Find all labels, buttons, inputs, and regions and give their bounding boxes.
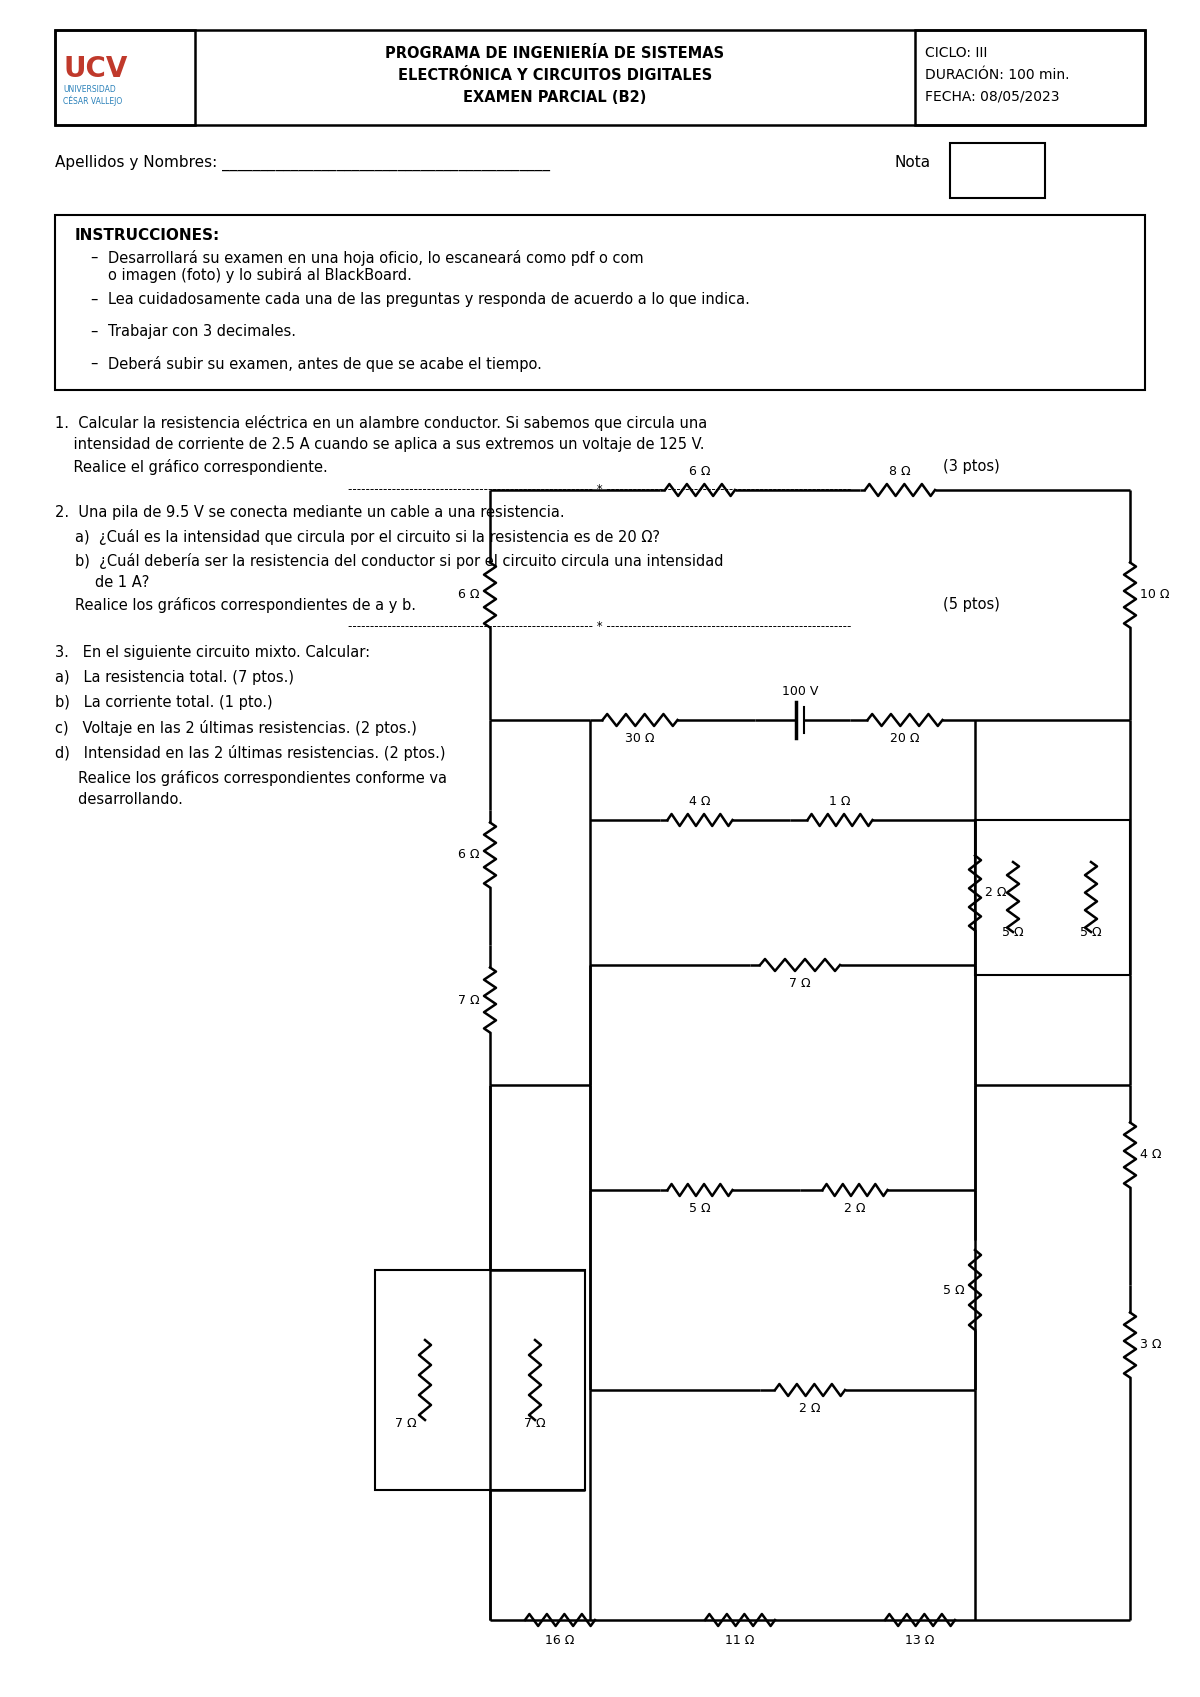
Text: 7 Ω: 7 Ω <box>458 993 480 1006</box>
Text: 10 Ω: 10 Ω <box>1140 589 1170 601</box>
Text: intensidad de corriente de 2.5 A cuando se aplica a sus extremos un voltaje de 1: intensidad de corriente de 2.5 A cuando … <box>55 438 704 451</box>
Text: 2 Ω: 2 Ω <box>799 1402 821 1415</box>
Text: 3.   En el siguiente circuito mixto. Calcular:: 3. En el siguiente circuito mixto. Calcu… <box>55 645 370 660</box>
Text: 5 Ω: 5 Ω <box>943 1283 965 1297</box>
Text: FECHA: 08/05/2023: FECHA: 08/05/2023 <box>925 90 1060 104</box>
Text: -------------------------------------------------------- * ---------------------: ----------------------------------------… <box>348 619 852 633</box>
Text: 3 Ω: 3 Ω <box>1140 1339 1162 1351</box>
Text: Desarrollará su examen en una hoja oficio, lo escaneará como pdf o com: Desarrollará su examen en una hoja ofici… <box>108 249 643 266</box>
Text: d)   Intensidad en las 2 últimas resistencias. (2 ptos.): d) Intensidad en las 2 últimas resistenc… <box>55 745 445 760</box>
Text: de 1 A?: de 1 A? <box>95 575 149 591</box>
Text: 5 Ω: 5 Ω <box>689 1201 710 1215</box>
Bar <box>950 143 1045 199</box>
Text: –: – <box>90 324 97 339</box>
Text: a)   La resistencia total. (7 ptos.): a) La resistencia total. (7 ptos.) <box>55 670 294 686</box>
Text: Realice los gráficos correspondientes conforme va: Realice los gráficos correspondientes co… <box>55 770 446 786</box>
Text: b)   La corriente total. (1 pto.): b) La corriente total. (1 pto.) <box>55 696 272 709</box>
Text: 30 Ω: 30 Ω <box>625 731 655 745</box>
Text: 100 V: 100 V <box>782 686 818 697</box>
Text: Trabajar con 3 decimales.: Trabajar con 3 decimales. <box>108 324 296 339</box>
Text: Apellidos y Nombres: ___________________________________________: Apellidos y Nombres: ___________________… <box>55 154 550 171</box>
Text: 6 Ω: 6 Ω <box>458 589 480 601</box>
Text: b)  ¿Cuál debería ser la resistencia del conductor si por el circuito circula un: b) ¿Cuál debería ser la resistencia del … <box>74 553 724 568</box>
Bar <box>55 31 1145 126</box>
Text: 7 Ω: 7 Ω <box>395 1417 418 1431</box>
Text: UCV: UCV <box>64 54 127 83</box>
Bar <box>55 31 194 126</box>
Text: 2.  Una pila de 9.5 V se conecta mediante un cable a una resistencia.: 2. Una pila de 9.5 V se conecta mediante… <box>55 506 565 519</box>
Text: desarrollando.: desarrollando. <box>55 792 182 808</box>
Text: CICLO: III: CICLO: III <box>925 46 988 59</box>
Text: Realice los gráficos correspondientes de a y b.: Realice los gráficos correspondientes de… <box>74 597 416 613</box>
Text: Nota: Nota <box>895 154 931 170</box>
Bar <box>55 216 1145 390</box>
Text: PROGRAMA DE INGENIERÍA DE SISTEMAS: PROGRAMA DE INGENIERÍA DE SISTEMAS <box>385 46 725 61</box>
Text: (3 ptos): (3 ptos) <box>943 458 1000 473</box>
Text: INSTRUCCIONES:: INSTRUCCIONES: <box>74 227 221 243</box>
Text: -------------------------------------------------------- * ---------------------: ----------------------------------------… <box>348 484 852 496</box>
Text: 6 Ω: 6 Ω <box>458 848 480 862</box>
Text: –: – <box>90 356 97 372</box>
Text: a)  ¿Cuál es la intensidad que circula por el circuito si la resistencia es de 2: a) ¿Cuál es la intensidad que circula po… <box>74 529 660 545</box>
Text: Deberá subir su examen, antes de que se acabe el tiempo.: Deberá subir su examen, antes de que se … <box>108 356 542 372</box>
Text: –: – <box>90 249 97 265</box>
Text: Realice el gráfico correspondiente.: Realice el gráfico correspondiente. <box>55 458 328 475</box>
Text: 1 Ω: 1 Ω <box>829 794 851 808</box>
Text: o imagen (foto) y lo subirá al BlackBoard.: o imagen (foto) y lo subirá al BlackBoar… <box>108 266 412 283</box>
Text: 5 Ω: 5 Ω <box>1080 927 1102 938</box>
Bar <box>916 31 1145 126</box>
Text: –: – <box>90 292 97 307</box>
Text: DURACIÓN: 100 min.: DURACIÓN: 100 min. <box>925 68 1069 81</box>
Text: 2 Ω: 2 Ω <box>845 1201 865 1215</box>
Text: ELECTRÓNICA Y CIRCUITOS DIGITALES: ELECTRÓNICA Y CIRCUITOS DIGITALES <box>398 68 712 83</box>
Text: c)   Voltaje en las 2 últimas resistencias. (2 ptos.): c) Voltaje en las 2 últimas resistencias… <box>55 720 416 736</box>
Bar <box>374 1269 586 1490</box>
Text: 4 Ω: 4 Ω <box>689 794 710 808</box>
Text: 20 Ω: 20 Ω <box>890 731 919 745</box>
Text: EXAMEN PARCIAL (B2): EXAMEN PARCIAL (B2) <box>463 90 647 105</box>
Text: 11 Ω: 11 Ω <box>725 1634 755 1648</box>
Text: Lea cuidadosamente cada una de las preguntas y responda de acuerdo a lo que indi: Lea cuidadosamente cada una de las pregu… <box>108 292 750 307</box>
Text: UNIVERSIDAD
CÉSAR VALLEJO: UNIVERSIDAD CÉSAR VALLEJO <box>64 85 122 107</box>
Text: 8 Ω: 8 Ω <box>889 465 911 479</box>
Text: (5 ptos): (5 ptos) <box>943 597 1000 613</box>
Text: 7 Ω: 7 Ω <box>524 1417 546 1431</box>
Text: 2 Ω: 2 Ω <box>985 886 1007 899</box>
Bar <box>974 820 1130 976</box>
Text: 13 Ω: 13 Ω <box>905 1634 935 1648</box>
Text: 1.  Calcular la resistencia eléctrica en un alambre conductor. Si sabemos que ci: 1. Calcular la resistencia eléctrica en … <box>55 416 707 431</box>
Text: 6 Ω: 6 Ω <box>689 465 710 479</box>
Text: 5 Ω: 5 Ω <box>1002 927 1024 938</box>
Text: 7 Ω: 7 Ω <box>790 977 811 989</box>
Text: 4 Ω: 4 Ω <box>1140 1149 1162 1161</box>
Text: 16 Ω: 16 Ω <box>545 1634 575 1648</box>
